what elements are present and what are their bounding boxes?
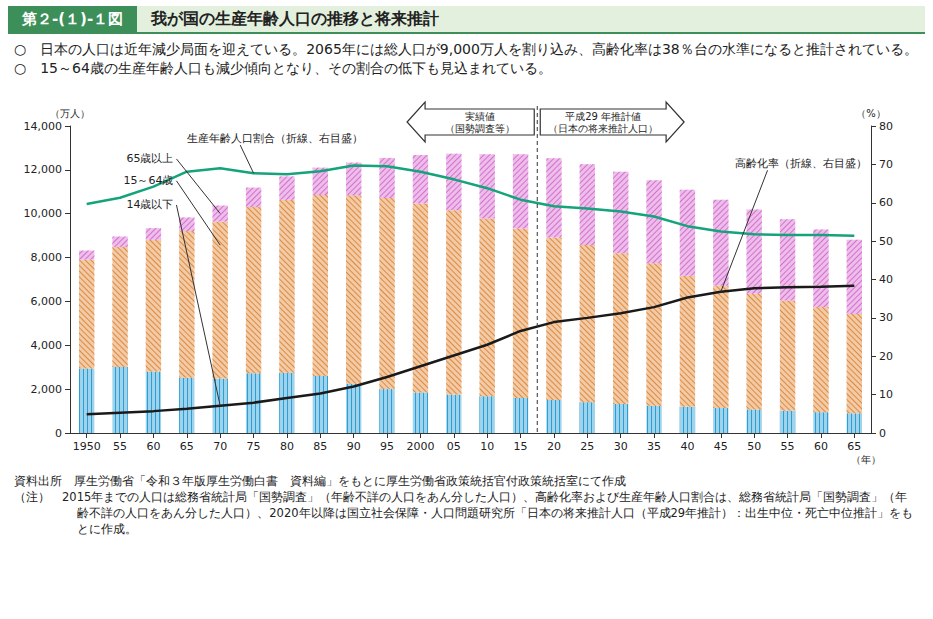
html-text:（注） 2015年までの人口は総務省統計局「国勢調査」（年齢: （注） 2015年までの人口は総務省統計局「国勢調査」（年齢不詳の人口をあん分し… [14, 490, 914, 536]
svg-text:60: 60 [146, 440, 160, 453]
svg-text:6,000: 6,000 [31, 295, 63, 308]
svg-text:80: 80 [280, 440, 294, 453]
html-text:○ 日本の人口は近年減少局面を迎えている。2065年には総人: ○ 日本の人口は近年減少局面を迎えている。2065年には総人口が9,000万人を… [14, 41, 918, 57]
svg-text:60: 60 [814, 440, 828, 453]
svg-text:14,000: 14,000 [24, 120, 63, 133]
svg-text:65歳以上: 65歳以上 [126, 152, 173, 165]
svg-text:14歳以下: 14歳以下 [126, 198, 173, 211]
svg-text:10: 10 [480, 440, 494, 453]
svg-text:8,000: 8,000 [31, 251, 63, 264]
svg-text:90: 90 [347, 440, 361, 453]
svg-text:0: 0 [55, 427, 62, 440]
html-text:資料出所 厚生労働省「令和３年版厚生労働白書 資料編」をもと: 資料出所 厚生労働省「令和３年版厚生労働白書 資料編」をもとに厚生労働省政策統括… [14, 474, 626, 488]
svg-text:（日本の将来推計人口）: （日本の将来推計人口） [548, 123, 658, 134]
svg-text:30: 30 [614, 440, 628, 453]
svg-text:35: 35 [647, 440, 661, 453]
svg-text:55: 55 [113, 440, 127, 453]
svg-text:60: 60 [879, 196, 893, 209]
svg-text:50: 50 [747, 440, 761, 453]
html-text:○ 15～64歳の生産年齢人口も減少傾向となり、その割合の低: ○ 15～64歳の生産年齢人口も減少傾向となり、その割合の低下も見込まれている。 [14, 60, 552, 76]
svg-text:1950: 1950 [73, 440, 101, 453]
svg-text:10: 10 [879, 388, 893, 401]
svg-text:85: 85 [313, 440, 327, 453]
svg-text:45: 45 [714, 440, 728, 453]
svg-text:実績値: 実績値 [465, 111, 495, 122]
svg-text:平成29 年推計値: 平成29 年推計値 [565, 111, 641, 122]
svg-text:30: 30 [879, 311, 893, 324]
svg-text:50: 50 [879, 235, 893, 248]
svg-text:55: 55 [781, 440, 795, 453]
svg-text:15～64歳: 15～64歳 [123, 174, 173, 187]
svg-text:65: 65 [847, 440, 861, 453]
svg-text:12,000: 12,000 [24, 163, 63, 176]
svg-text:（国勢調査等）: （国勢調査等） [445, 123, 515, 134]
svg-text:15: 15 [514, 440, 528, 453]
svg-text:65: 65 [180, 440, 194, 453]
svg-text:40: 40 [680, 440, 694, 453]
svg-text:70: 70 [213, 440, 227, 453]
svg-text:0: 0 [879, 427, 886, 440]
svg-text:40: 40 [879, 273, 893, 286]
svg-text:75: 75 [247, 440, 261, 453]
svg-text:2,000: 2,000 [31, 383, 63, 396]
svg-text:80: 80 [879, 120, 893, 133]
svg-text:（%）: （%） [856, 108, 886, 119]
svg-text:20: 20 [879, 350, 893, 363]
svg-text:70: 70 [879, 158, 893, 171]
svg-text:10,000: 10,000 [24, 207, 63, 220]
svg-text:高齢化率（折線、右目盛）: 高齢化率（折線、右目盛） [735, 157, 867, 170]
svg-text:95: 95 [380, 440, 394, 453]
svg-text:生産年齢人口割合（折線、右目盛）: 生産年齢人口割合（折線、右目盛） [187, 132, 363, 145]
svg-text:25: 25 [580, 440, 594, 453]
html-text:第２-(１)-１図: 第２-(１)-１図 [22, 10, 124, 28]
svg-text:（万人）: （万人） [50, 108, 90, 119]
svg-text:2000: 2000 [406, 440, 434, 453]
svg-text:（年）: （年） [851, 454, 881, 465]
html-text:我が国の生産年齢人口の推移と将来推計: 我が国の生産年齢人口の推移と将来推計 [151, 9, 440, 28]
svg-text:20: 20 [547, 440, 561, 453]
svg-text:4,000: 4,000 [31, 339, 63, 352]
svg-text:05: 05 [447, 440, 461, 453]
